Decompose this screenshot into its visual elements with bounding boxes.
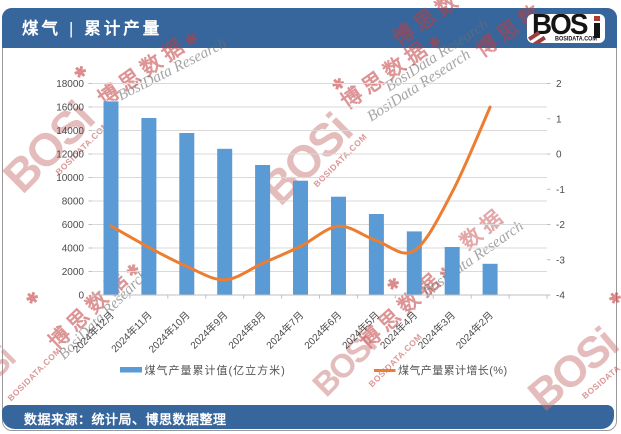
svg-text:4000: 4000 [62, 244, 85, 255]
svg-text:2024年2月: 2024年2月 [453, 309, 496, 352]
svg-text:2024年7月: 2024年7月 [263, 309, 306, 352]
svg-text:12000: 12000 [56, 150, 84, 161]
svg-text:2024年5月: 2024年5月 [339, 309, 382, 352]
svg-text:8000: 8000 [62, 197, 85, 208]
svg-text:0: 0 [78, 291, 84, 302]
svg-text:-3: -3 [556, 255, 565, 266]
svg-text:2024年4月: 2024年4月 [377, 309, 420, 352]
svg-text:0: 0 [556, 150, 562, 161]
svg-text:2024年10月: 2024年10月 [146, 309, 193, 356]
svg-text:煤气产量累计值(亿立方米): 煤气产量累计值(亿立方米) [145, 363, 286, 377]
svg-text:2000: 2000 [62, 267, 85, 278]
svg-text:14000: 14000 [56, 126, 84, 137]
svg-text:2024年9月: 2024年9月 [187, 309, 230, 352]
svg-text:6000: 6000 [62, 220, 85, 231]
svg-text:2: 2 [556, 79, 562, 90]
svg-text:2024年6月: 2024年6月 [301, 309, 344, 352]
svg-text:-4: -4 [556, 291, 565, 302]
svg-text:1: 1 [556, 114, 562, 125]
svg-text:18000: 18000 [56, 79, 84, 90]
svg-text:16000: 16000 [56, 103, 84, 114]
svg-text:煤气产量累计增长(%): 煤气产量累计增长(%) [398, 363, 508, 377]
svg-text:2024年3月: 2024年3月 [415, 309, 458, 352]
svg-text:-2: -2 [556, 220, 565, 231]
svg-text:2024年8月: 2024年8月 [225, 309, 268, 352]
svg-text:10000: 10000 [56, 173, 84, 184]
svg-text:-1: -1 [556, 185, 565, 196]
